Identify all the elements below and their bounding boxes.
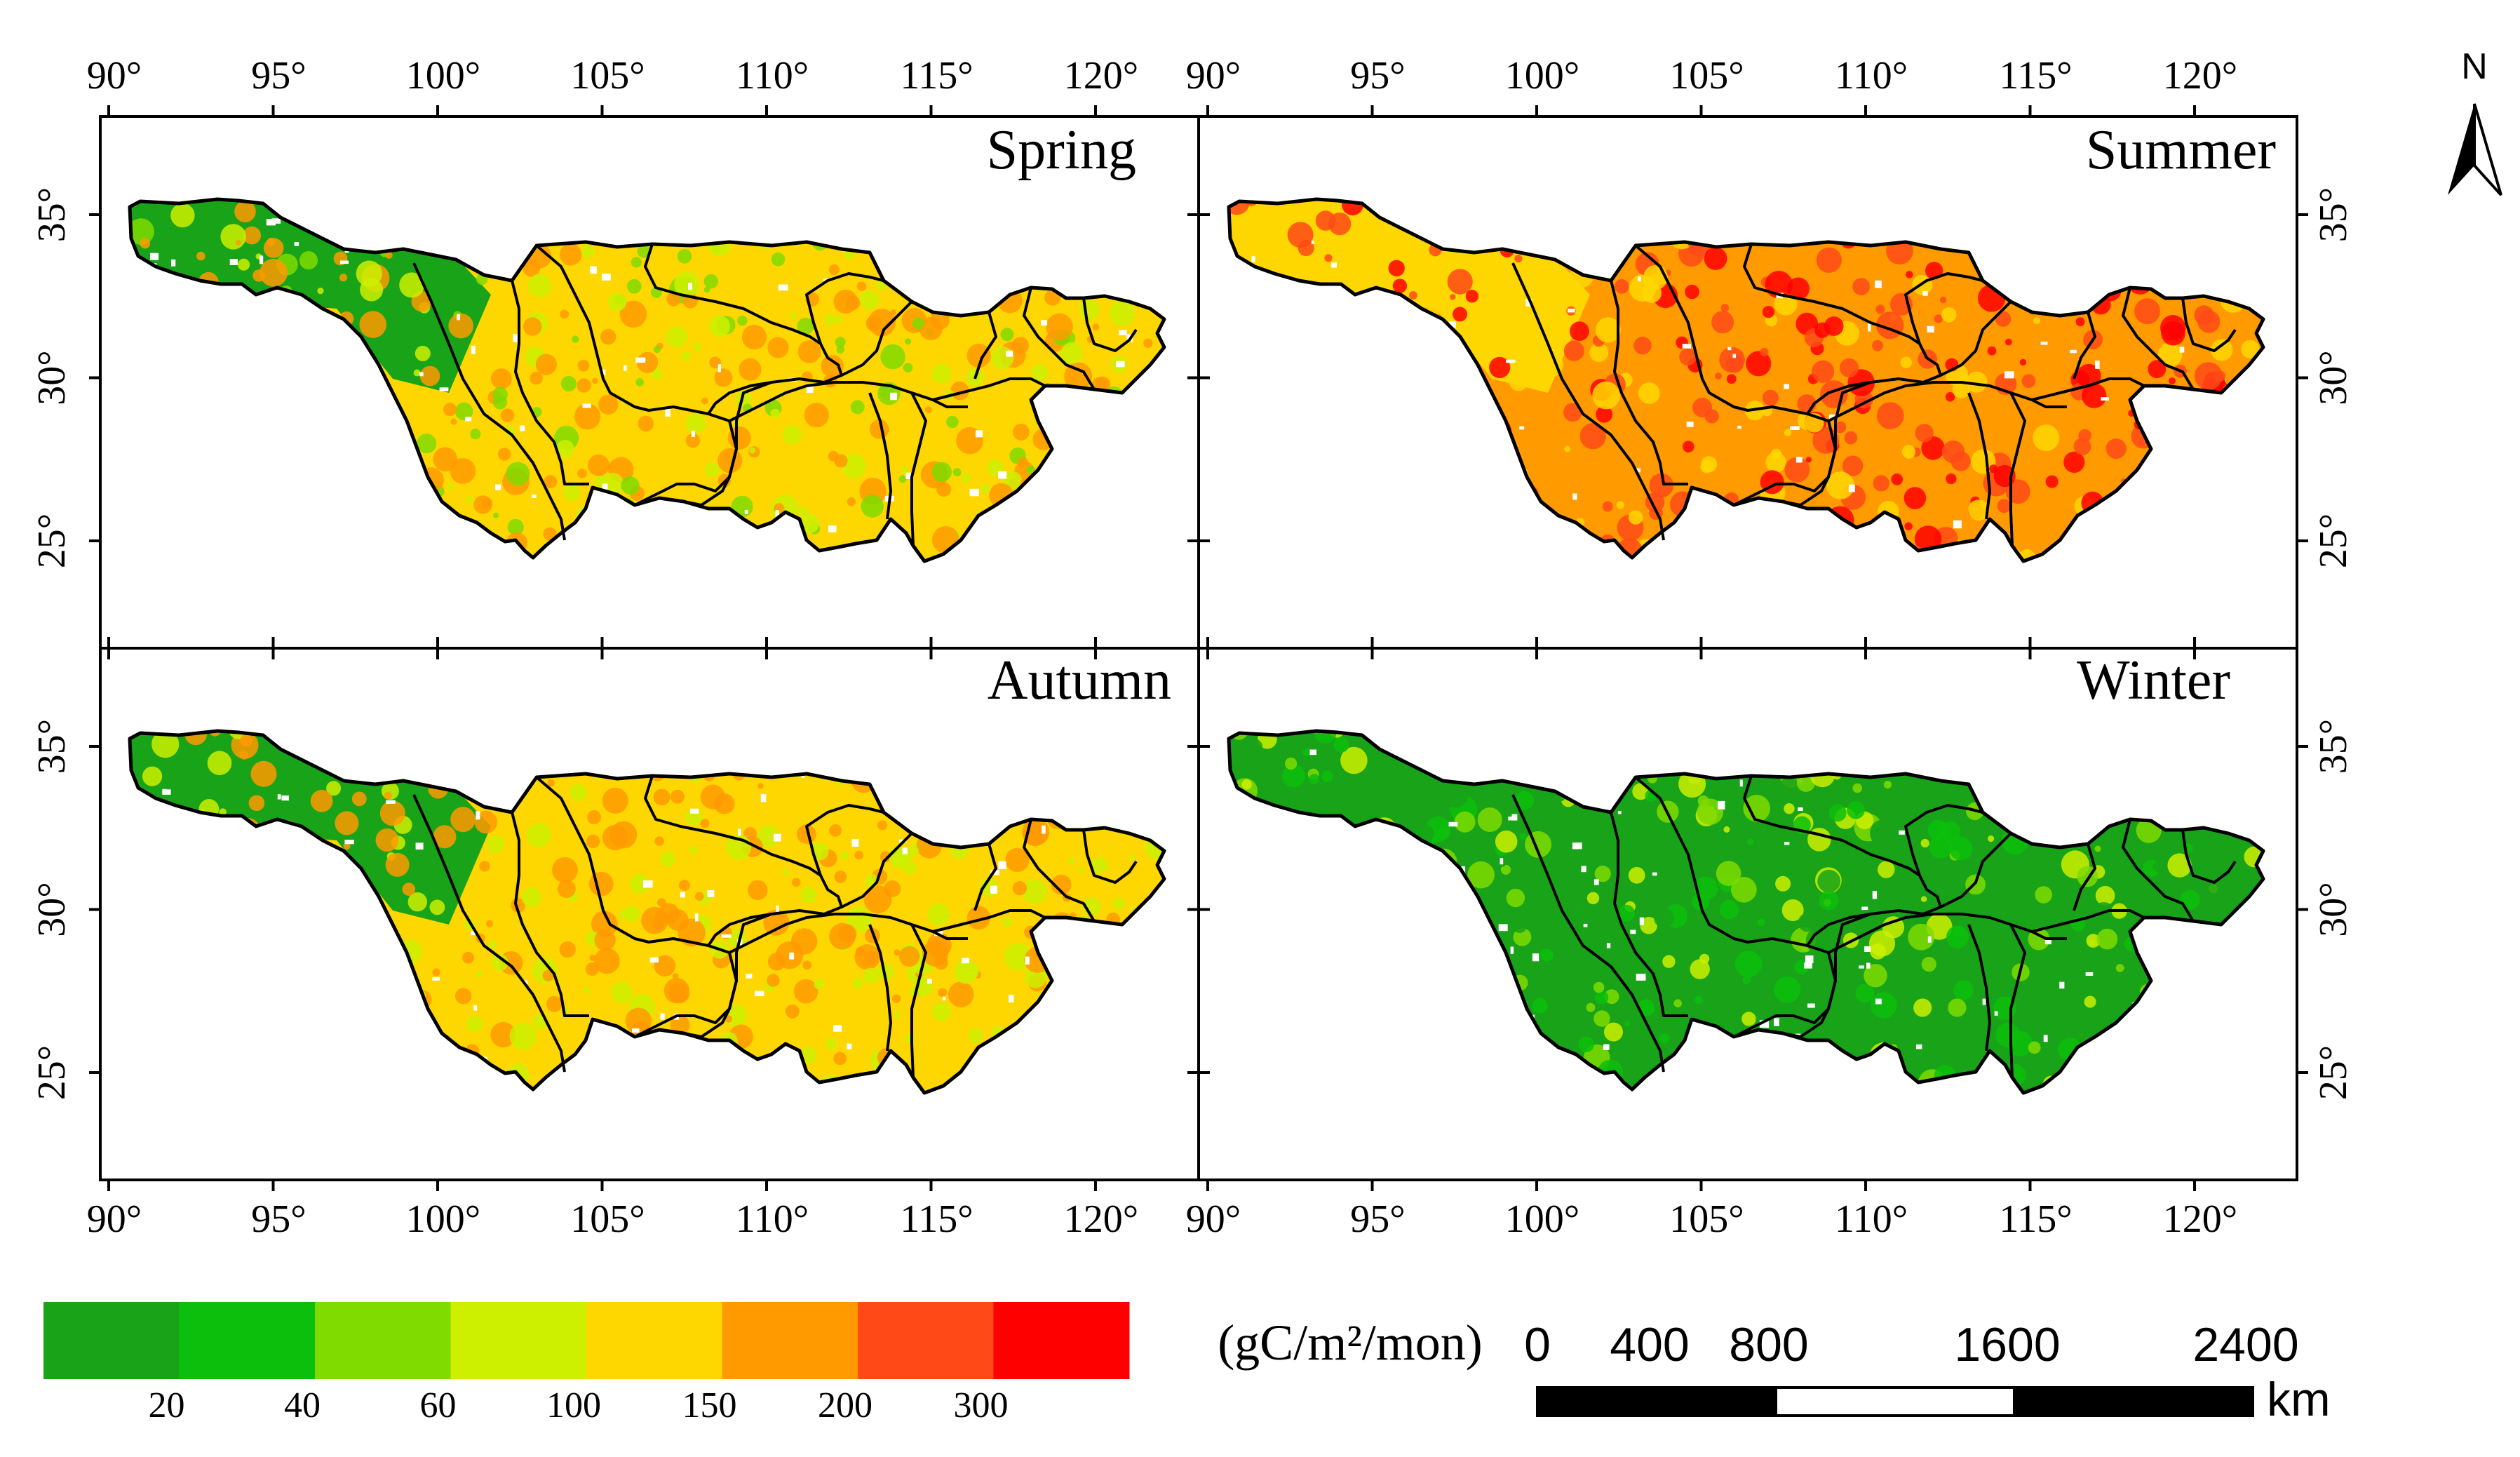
lat-tick-label-right: 25° — [2312, 1045, 2355, 1100]
lat-tick-label-right: 30° — [2312, 350, 2355, 405]
lon-tick-label-top: 110° — [736, 54, 809, 98]
panel-title-winter: Winter — [2077, 650, 2230, 711]
legend-tick-label: 200 — [818, 1385, 872, 1425]
legend-tick-label: 100 — [546, 1385, 601, 1425]
longitude-axis-bottom: 90° 95° 100° 105° 110° 115° 120° 90° 95° 100° 105°… — [87, 1180, 2237, 1241]
lon-tick-label-bottom: 120° — [2163, 1197, 2237, 1241]
lat-tick-label-left: 30° — [30, 882, 74, 936]
legend-tick-label: 60 — [420, 1385, 457, 1425]
lon-tick-label-bottom: 100° — [406, 1197, 480, 1241]
lon-tick-label-bottom: 95° — [1350, 1197, 1405, 1241]
panel-summer — [1218, 184, 2263, 572]
lon-tick-label-bottom: 110° — [1835, 1197, 1908, 1241]
lon-tick-label-top: 115° — [1999, 54, 2072, 98]
lat-tick-label-left: 25° — [30, 1045, 74, 1100]
spring-raster — [130, 199, 1164, 561]
legend-swatch — [43, 1302, 180, 1379]
lon-tick-label-bottom: 105° — [1669, 1197, 1744, 1241]
lon-tick-label-top: 105° — [1669, 54, 1744, 98]
lon-tick-label-bottom: 100° — [1505, 1197, 1579, 1241]
lat-tick-label-right: 30° — [2312, 882, 2355, 936]
legend-swatch — [858, 1302, 994, 1379]
scale-bar-label: 0 — [1524, 1318, 1551, 1371]
lon-tick-label-bottom: 110° — [736, 1197, 809, 1241]
north-arrow: N — [2448, 46, 2502, 196]
north-arrow-label: N — [2461, 46, 2488, 87]
color-legend: 20 40 60 100 150 200 300 — [43, 1302, 1130, 1425]
scale-bar-segment — [1774, 1386, 2016, 1417]
scale-bar-label: 2400 — [2192, 1318, 2298, 1371]
scale-bar-label: 1600 — [1954, 1318, 2060, 1371]
scale-bar-segment — [1536, 1386, 1777, 1417]
legend-tick-label: 300 — [954, 1385, 1009, 1425]
legend-tick-label: 20 — [149, 1385, 185, 1425]
panel-spring — [119, 184, 1172, 568]
latitude-axis-right: 35° 30° 25° 35° 30° 25° — [2297, 187, 2355, 1100]
lon-tick-label-top: 110° — [1835, 54, 1908, 98]
north-arrow-light-half — [2473, 103, 2502, 196]
panel-winter — [1218, 716, 2274, 1106]
lon-tick-label-bottom: 105° — [570, 1197, 645, 1241]
lat-tick-label-left: 35° — [30, 187, 74, 242]
lat-tick-label-left: 25° — [30, 513, 74, 568]
lon-tick-label-top: 95° — [251, 54, 306, 98]
longitude-axis-top: 90° 95° 100° 105° 110° 115° 120° 90° 95° 100° 105°… — [87, 54, 2237, 659]
lat-tick-label-right: 25° — [2312, 513, 2355, 568]
map-frame — [99, 115, 2298, 1181]
legend-tick-label: 150 — [682, 1385, 737, 1425]
legend-tick-label: 40 — [284, 1385, 321, 1425]
panel-autumn — [119, 719, 1169, 1105]
lon-tick-label-bottom: 90° — [1186, 1197, 1241, 1241]
lon-tick-label-top: 95° — [1350, 54, 1405, 98]
lon-tick-label-top: 90° — [87, 54, 142, 98]
lat-tick-label-right: 35° — [2312, 187, 2355, 242]
legend-swatch — [179, 1302, 316, 1379]
scale-bar-segment — [2013, 1386, 2254, 1417]
scale-bar-label: 800 — [1729, 1318, 1808, 1371]
lon-tick-label-top: 105° — [570, 54, 645, 98]
lon-tick-label-top: 115° — [900, 54, 973, 98]
panel-title-autumn: Autumn — [988, 650, 1171, 711]
lon-tick-label-bottom: 95° — [251, 1197, 306, 1241]
lon-tick-label-bottom: 120° — [1064, 1197, 1138, 1241]
lat-tick-label-left: 30° — [30, 350, 74, 405]
panel-title-spring: Spring — [987, 119, 1136, 181]
scale-bar-unit: km — [2267, 1373, 2331, 1426]
legend-swatch — [450, 1302, 587, 1379]
latitude-axis-left: 35° 30° 25° 35° 30° 25° — [30, 187, 1210, 1100]
lon-tick-label-top: 120° — [2163, 54, 2237, 98]
legend-swatch — [993, 1302, 1130, 1379]
lon-tick-label-top: 100° — [406, 54, 480, 98]
lon-tick-label-top: 90° — [1186, 54, 1241, 98]
scale-bar-label: 400 — [1610, 1318, 1689, 1371]
lat-tick-label-right: 35° — [2312, 719, 2355, 774]
lon-tick-label-bottom: 115° — [1999, 1197, 2072, 1241]
north-arrow-dark-half — [2448, 104, 2474, 195]
legend-unit: (gC/m²/mon) — [1218, 1315, 1483, 1371]
lon-tick-label-bottom: 115° — [900, 1197, 973, 1241]
lat-tick-label-left: 35° — [30, 719, 74, 774]
lon-tick-label-bottom: 90° — [87, 1197, 142, 1241]
panel-title-summer: Summer — [2086, 119, 2276, 181]
legend-swatch — [722, 1302, 858, 1379]
lon-tick-label-top: 120° — [1064, 54, 1138, 98]
lon-tick-label-top: 100° — [1505, 54, 1579, 98]
legend-swatch — [586, 1302, 722, 1379]
legend-swatch — [315, 1302, 451, 1379]
